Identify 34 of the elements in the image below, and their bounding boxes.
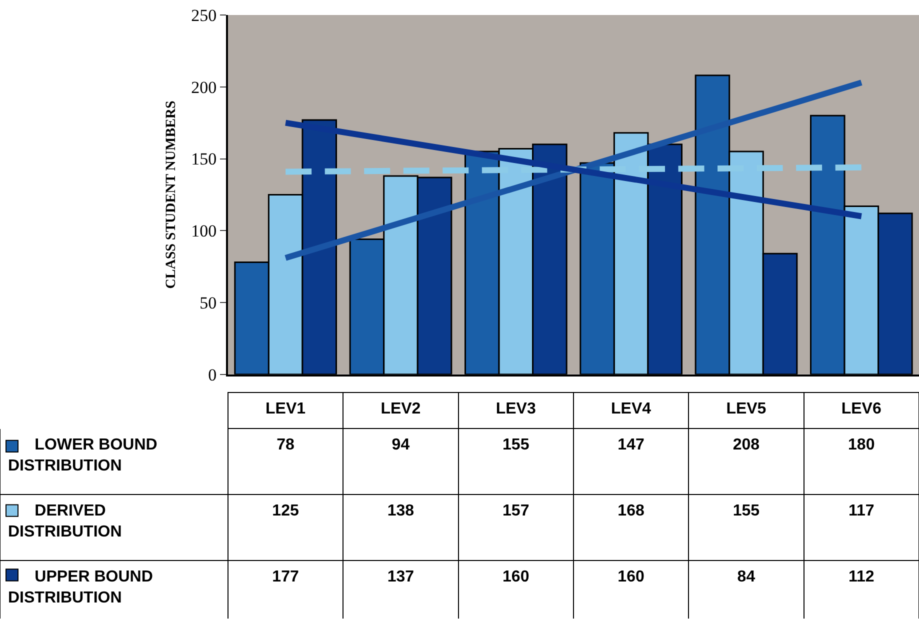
data-label: 94 xyxy=(392,436,410,454)
x-tick-label: LEV6 xyxy=(841,400,882,418)
y-tick-label: 250 xyxy=(191,6,217,25)
y-tick-label: 50 xyxy=(200,293,217,312)
data-label: 177 xyxy=(272,568,299,586)
legend-label: DERIVED DISTRIBUTION xyxy=(8,502,122,540)
data-label: 125 xyxy=(272,502,299,520)
x-tick-label: LEV4 xyxy=(611,400,652,418)
data-label: 138 xyxy=(387,502,414,520)
data-label: 208 xyxy=(732,436,760,454)
y-tick-label: 0 xyxy=(208,365,217,384)
data-label: 155 xyxy=(732,502,760,520)
x-tick-label: LEV1 xyxy=(266,400,306,418)
data-label: 137 xyxy=(387,568,414,586)
y-tick-label: 100 xyxy=(191,222,217,241)
data-label: 155 xyxy=(502,436,530,454)
data-label: 112 xyxy=(848,568,874,586)
data-label: 78 xyxy=(276,436,295,454)
x-tick-label: LEV2 xyxy=(380,400,421,418)
data-label: 180 xyxy=(848,436,875,454)
data-label: 168 xyxy=(618,502,644,520)
data-label: 160 xyxy=(618,568,644,586)
data-label: 117 xyxy=(848,502,874,520)
y-tick-label: 150 xyxy=(191,150,217,169)
y-tick-label: 200 xyxy=(191,78,217,97)
y-axis-title: CLASS STUDENT NUMBERS xyxy=(164,100,180,289)
data-label: 157 xyxy=(502,502,530,520)
x-tick-label: LEV5 xyxy=(726,400,766,418)
data-label: 160 xyxy=(502,568,530,586)
legend-label: LOWER BOUND DISTRIBUTION xyxy=(8,436,158,474)
legend-label: UPPER BOUND DISTRIBUTION xyxy=(8,568,153,606)
data-label: 147 xyxy=(618,436,644,454)
x-tick-label: LEV3 xyxy=(496,400,536,418)
data-label: 84 xyxy=(737,568,756,586)
